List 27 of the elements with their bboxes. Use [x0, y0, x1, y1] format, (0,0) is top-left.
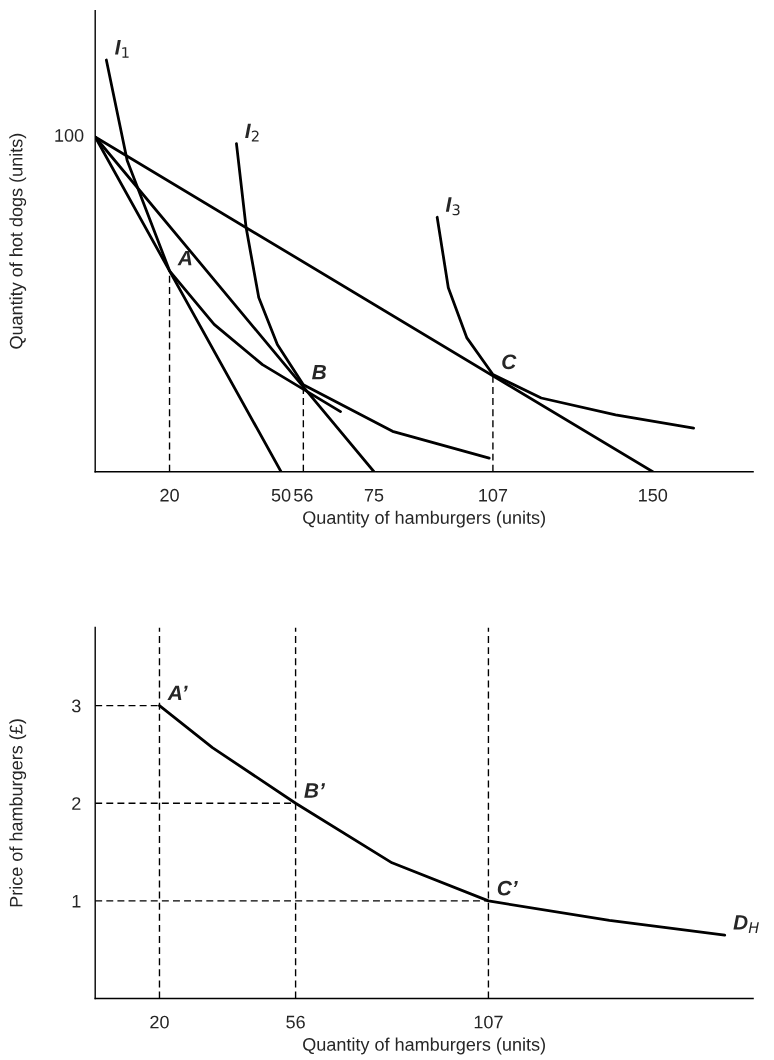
x-axis-title: Quantity of hamburgers (units) — [303, 1037, 545, 1055]
annotation: I$_{3}$ — [445, 197, 460, 216]
x-tick-label: 107 — [479, 488, 508, 502]
x-axis-title: Quantity of hamburgers (units) — [303, 510, 545, 528]
x-tick-label: 20 — [160, 488, 179, 502]
y-axis-title: Quantity of hot dogs (units) — [9, 133, 27, 349]
annotation: A’ — [167, 685, 188, 701]
annotation: I$_{2}$ — [245, 123, 259, 142]
annotation: C — [502, 354, 517, 370]
x-tick-label: 56 — [286, 1015, 305, 1029]
y-tick-label: 1 — [72, 895, 81, 908]
annotation: 100 — [55, 129, 84, 142]
annotation: A — [177, 250, 192, 266]
annotation: B — [312, 364, 326, 380]
x-tick-label: 75 — [364, 489, 384, 502]
y-tick-label: 2 — [72, 797, 81, 810]
annotation: C’ — [497, 880, 518, 896]
x-tick-label: 56 — [294, 488, 313, 502]
annotation: I$_{1}$ — [115, 40, 129, 58]
x-tick-label: 50 — [271, 488, 291, 502]
x-tick-label: 20 — [150, 1015, 169, 1029]
y-tick-label: 3 — [71, 699, 81, 713]
annotation: B’ — [304, 783, 326, 798]
x-tick-label: 150 — [639, 488, 668, 502]
annotation: D$_{H}$ — [733, 915, 759, 933]
x-tick-label: 107 — [474, 1015, 503, 1029]
y-axis-title: Price of hamburgers (£) — [9, 719, 27, 907]
